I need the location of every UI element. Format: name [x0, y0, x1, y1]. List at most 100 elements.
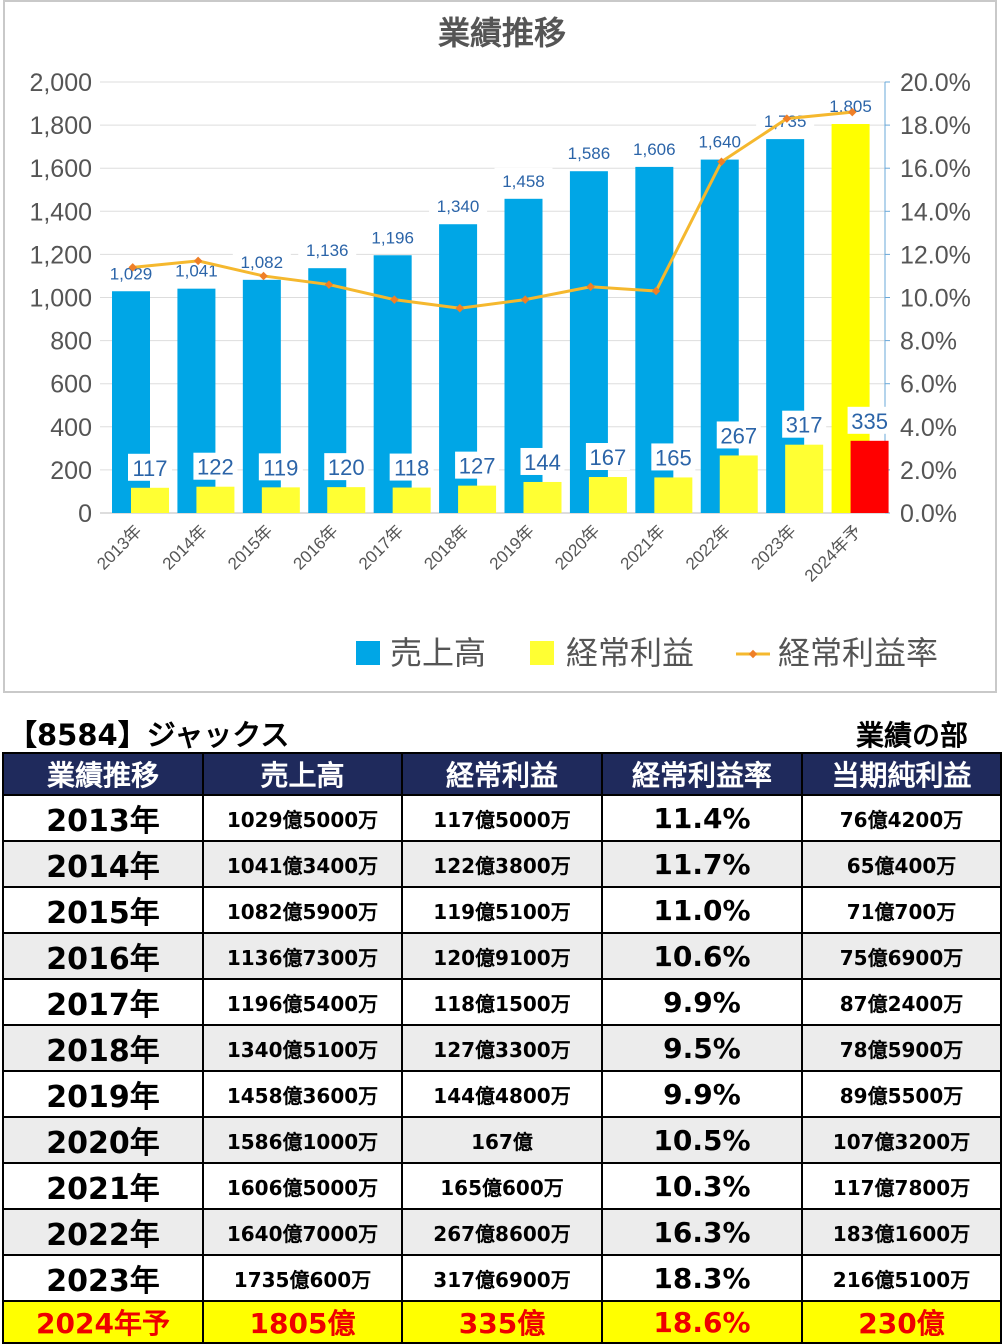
table-cell: 2023年	[2, 1254, 204, 1302]
table-cell: 2017年	[2, 978, 204, 1026]
column-header: 当期純利益	[801, 752, 1002, 796]
table-cell: 65億400万	[801, 840, 1002, 888]
sales-label: 1,029	[110, 264, 153, 283]
table-cell: 11.0%	[601, 886, 803, 934]
table-cell: 87億2400万	[801, 978, 1002, 1026]
table-cell: 75億6900万	[801, 932, 1002, 980]
profit-label-bg	[128, 453, 172, 481]
table-cell: 1136億7300万	[202, 932, 403, 980]
y-tick-left: 1,800	[29, 112, 92, 140]
sales-label-bg	[559, 140, 618, 165]
table-cell: 165億600万	[401, 1162, 603, 1210]
y-tick-right: 20.0%	[900, 69, 971, 97]
sales-label: 1,586	[568, 144, 611, 163]
table-cell: 9.5%	[601, 1024, 803, 1072]
sales-label-bg	[363, 224, 422, 249]
profit-label: 267	[720, 423, 757, 448]
sales-label: 1,041	[175, 262, 218, 281]
profit-label-bg	[389, 453, 434, 481]
profit-label-bg	[455, 451, 500, 479]
column-header: 売上高	[202, 752, 403, 796]
profit-bar	[588, 477, 627, 513]
table-row: 2021年 1606億5000万 165億600万 10.3% 117億7800万	[2, 1162, 1002, 1210]
y-tick-right: 10.0%	[900, 285, 971, 313]
table-cell: 317億6900万	[401, 1254, 603, 1302]
y-tick-right: 16.0%	[900, 155, 971, 183]
x-tick-label: 2016年	[290, 521, 342, 573]
table-cell: 9.9%	[601, 978, 803, 1026]
profit-bar	[654, 477, 693, 513]
profit-bar	[523, 481, 562, 513]
profit-label-bg	[324, 453, 369, 481]
x-tick-label: 2024年予	[801, 521, 865, 585]
table-cell: 78億5900万	[801, 1024, 1002, 1072]
legend-label: 経常利益率	[778, 635, 938, 671]
sales-label-bg	[625, 135, 684, 160]
company-title: 【8584】ジャックス	[8, 718, 290, 752]
sales-label: 1,082	[241, 253, 284, 272]
table-cell: 1640億7000万	[202, 1208, 403, 1256]
table-row: 2018年 1340億5100万 127億3300万 9.5% 78億5900万	[2, 1024, 1002, 1072]
column-header: 経常利益	[401, 752, 603, 796]
y-tick-left: 1,600	[29, 155, 92, 183]
table-cell: 117億7800万	[801, 1162, 1002, 1210]
y-tick-left: 400	[50, 414, 92, 442]
legend-swatch-profit	[530, 641, 554, 665]
profit-label: 335	[851, 409, 888, 434]
table-cell: 119億5100万	[401, 886, 603, 934]
table-row: 2016年 1136億7300万 120億9100万 10.6% 75億6900万	[2, 932, 1002, 980]
table-cell: 2018年	[2, 1024, 204, 1072]
y-tick-right: 8.0%	[900, 328, 957, 356]
y-tick-left: 800	[50, 328, 92, 356]
profit-bar	[392, 487, 431, 513]
table-cell: 1041億3400万	[202, 840, 403, 888]
table-cell: 144億4800万	[401, 1070, 603, 1118]
table-cell: 127億3300万	[401, 1024, 603, 1072]
column-header: 経常利益率	[601, 752, 803, 796]
x-tick-label: 2015年	[224, 521, 276, 573]
sales-bar	[700, 159, 739, 513]
y-tick-right: 14.0%	[900, 198, 971, 226]
table-cell: 10.5%	[601, 1116, 803, 1164]
table-cell: 16.3%	[601, 1208, 803, 1256]
profit-label: 117	[132, 456, 167, 481]
table-cell: 2020年	[2, 1116, 204, 1164]
profit-label: 120	[328, 455, 365, 480]
profit-bar	[327, 487, 366, 513]
forecast-row: 2024年予 1805億 335億 18.6% 230億	[2, 1300, 1002, 1344]
y-tick-right: 6.0%	[900, 371, 957, 399]
profit-bar	[261, 487, 300, 513]
rate-point	[651, 286, 661, 296]
table-cell: 71億700万	[801, 886, 1002, 934]
sales-label: 1,340	[437, 197, 480, 216]
table-cell: 267億8600万	[401, 1208, 603, 1256]
profit-label: 122	[197, 455, 234, 480]
x-tick-label: 2018年	[420, 521, 472, 573]
x-tick-label: 2019年	[486, 521, 538, 573]
forecast-cell: 18.6%	[601, 1300, 803, 1344]
table-cell: 1340億5100万	[202, 1024, 403, 1072]
table-row: 2023年 1735億600万 317億6900万 18.3% 216億5100万	[2, 1254, 1002, 1302]
forecast-cell: 230億	[801, 1300, 1002, 1344]
forecast-cell: 335億	[401, 1300, 603, 1344]
sales-label-bg	[232, 248, 291, 273]
table-cell: 183億1600万	[801, 1208, 1002, 1256]
profit-label-bg	[716, 421, 761, 449]
profit-label: 165	[655, 445, 692, 470]
table-cell: 89億5500万	[801, 1070, 1002, 1118]
profit-label: 167	[590, 445, 627, 470]
sales-label: 1,606	[633, 140, 676, 159]
rate-point	[455, 304, 465, 313]
profit-label-bg	[193, 452, 238, 480]
legend-label: 売上高	[390, 635, 486, 671]
chart-title: 業績推移	[438, 15, 566, 51]
x-tick-label: 2021年	[617, 521, 669, 573]
table-cell: 117億5000万	[401, 794, 603, 842]
x-tick-label: 2022年	[682, 521, 734, 573]
y-tick-right: 4.0%	[900, 414, 957, 442]
y-tick-right: 2.0%	[900, 457, 957, 485]
table-cell: 1586億1000万	[202, 1116, 403, 1164]
table-row: 2015年 1082億5900万 119億5100万 11.0% 71億700万	[2, 886, 1002, 934]
table-cell: 118億1500万	[401, 978, 603, 1026]
rate-line	[132, 110, 853, 310]
